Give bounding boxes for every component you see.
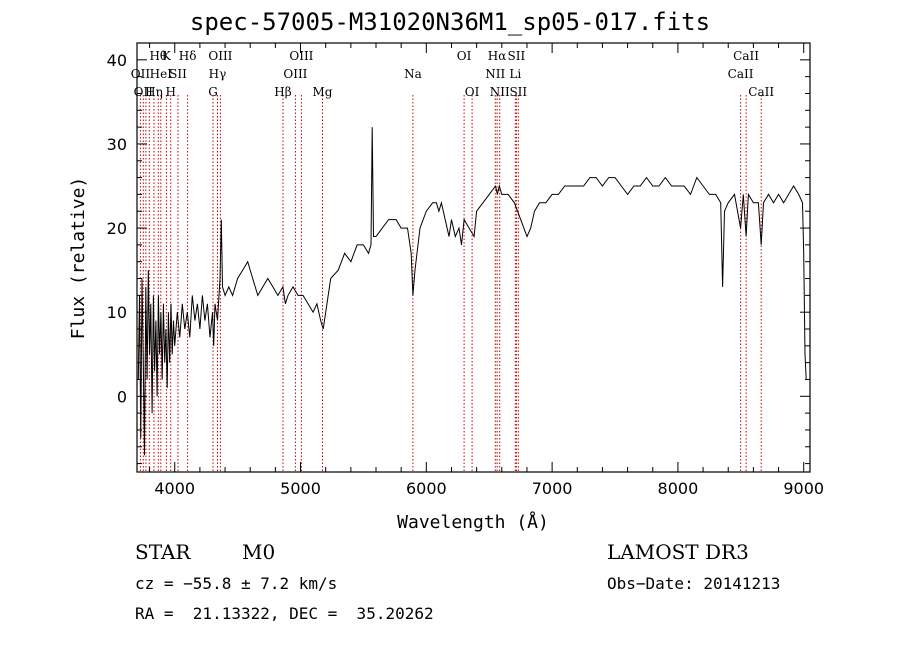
line-marker-label: OIII xyxy=(283,67,307,81)
line-marker-label: HeI xyxy=(150,67,173,81)
redshift-text: cz = −55.8 ± 7.2 km/s xyxy=(135,574,338,593)
line-marker-label: Hθ xyxy=(149,49,167,63)
line-marker-label: Hγ xyxy=(209,67,227,81)
x-tick-label: 9000 xyxy=(783,479,824,498)
x-tick-label: 6000 xyxy=(406,479,447,498)
line-marker-label: Li xyxy=(509,67,521,81)
line-marker-label: CaII xyxy=(748,85,774,99)
y-tick-label: 10 xyxy=(107,303,127,322)
line-marker-label: SII xyxy=(169,67,187,81)
line-marker-label: CaII xyxy=(728,67,754,81)
line-marker-label: SII xyxy=(508,49,526,63)
line-marker-labels: OIIOIIHηHθHeIKHSIIHδGHγOIIIHβOIIIOIIIMgN… xyxy=(131,49,775,99)
line-marker-label: G xyxy=(208,85,218,99)
chart-title: spec-57005-M31020N36M1_sp05-017.fits xyxy=(189,8,711,36)
line-marker-label: NII xyxy=(490,85,510,99)
line-marker-label: OIII xyxy=(289,49,313,63)
line-marker-label: Hη xyxy=(145,85,163,99)
line-marker-label: OIII xyxy=(208,49,232,63)
line-marker-label: OII xyxy=(131,67,151,81)
y-tick-label: 20 xyxy=(107,219,127,238)
line-marker-label: Hδ xyxy=(179,49,197,63)
plot-frame xyxy=(136,42,811,473)
line-marker-label: OI xyxy=(457,49,472,63)
object-class: STAR xyxy=(135,540,191,564)
coordinates-text: RA = 21.13322, DEC = 35.20262 xyxy=(135,604,434,623)
line-marker-label: Na xyxy=(404,67,422,81)
line-marker-label: Hβ xyxy=(274,85,291,99)
y-tick-label: 40 xyxy=(107,51,127,70)
line-marker-label: Hα xyxy=(488,49,507,63)
x-tick-label: 4000 xyxy=(154,479,195,498)
line-marker-label: OII xyxy=(134,85,154,99)
x-axis-label: Wavelength (Å) xyxy=(397,511,549,533)
axis-ticks: 4000 5000 6000 7000 8000 9000 0 10 20 30 40 xyxy=(107,42,824,498)
line-marker-label: H xyxy=(165,85,175,99)
object-subclass: M0 xyxy=(242,540,276,564)
x-tick-label: 5000 xyxy=(280,479,321,498)
line-marker-label: SII xyxy=(509,85,527,99)
line-marker-label: NII xyxy=(485,67,505,81)
line-marker-label: K xyxy=(162,49,172,63)
line-marker-label: OI xyxy=(465,85,480,99)
obs-date-text: Obs−Date: 20141213 xyxy=(607,574,781,593)
line-marker-label: CaII xyxy=(733,49,759,63)
y-tick-label: 0 xyxy=(117,387,127,406)
x-tick-label: 7000 xyxy=(532,479,573,498)
line-markers xyxy=(139,95,762,472)
line-marker-label: Mg xyxy=(313,85,333,99)
x-tick-label: 8000 xyxy=(658,479,699,498)
y-axis-label: Flux (relative) xyxy=(68,177,89,340)
spectrum-line xyxy=(137,127,807,456)
y-tick-label: 30 xyxy=(107,135,127,154)
survey-name: LAMOST DR3 xyxy=(607,540,749,564)
